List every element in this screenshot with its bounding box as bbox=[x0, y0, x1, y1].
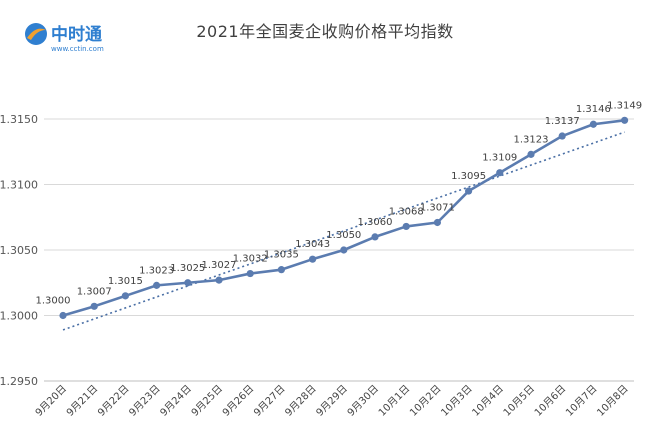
data-point bbox=[371, 233, 379, 241]
y-tick-label: 1.3100 bbox=[0, 179, 38, 192]
data-label: 1.3032 bbox=[233, 254, 268, 265]
data-point bbox=[340, 246, 348, 254]
x-tick-label: 9月28日 bbox=[283, 383, 319, 419]
x-tick-label: 9月21日 bbox=[64, 383, 100, 419]
x-tick-label: 10月3日 bbox=[439, 383, 475, 419]
data-point bbox=[121, 292, 129, 300]
brand-url: www.cctin.com bbox=[51, 45, 104, 53]
x-tick-label: 9月24日 bbox=[158, 383, 194, 419]
data-point bbox=[309, 255, 317, 263]
series-line bbox=[62, 119, 625, 317]
trendline bbox=[62, 131, 625, 331]
data-label: 1.3095 bbox=[451, 171, 486, 182]
data-point bbox=[184, 279, 192, 287]
data-point bbox=[465, 187, 473, 195]
data-label: 1.3146 bbox=[576, 104, 611, 115]
data-point bbox=[621, 116, 629, 124]
data-point bbox=[558, 132, 566, 140]
data-point bbox=[589, 120, 598, 128]
brand-logo: 中时通 www.cctin.com bbox=[25, 23, 104, 53]
x-tick-label: 9月27日 bbox=[251, 383, 287, 419]
x-tick-label: 10月1日 bbox=[376, 383, 412, 419]
data-point bbox=[402, 222, 410, 231]
chart-title: 2021年全国麦企收购价格平均指数 bbox=[196, 22, 454, 41]
data-label: 1.3050 bbox=[326, 230, 361, 241]
data-point bbox=[215, 276, 223, 284]
x-tick-label: 9月20日 bbox=[33, 383, 69, 419]
data-point bbox=[59, 311, 67, 320]
data-point bbox=[433, 218, 441, 227]
data-label: 1.3035 bbox=[264, 250, 299, 261]
data-point bbox=[277, 266, 285, 274]
x-tick-label: 10月8日 bbox=[595, 383, 631, 419]
data-label: 1.3123 bbox=[514, 134, 549, 145]
data-point bbox=[153, 281, 161, 289]
data-point bbox=[527, 150, 535, 158]
data-label: 1.3060 bbox=[358, 217, 393, 228]
x-tick-label: 10月4日 bbox=[470, 383, 506, 419]
data-point bbox=[496, 169, 504, 177]
x-tick-label: 10月6日 bbox=[532, 383, 568, 419]
y-tick-label: 1.3150 bbox=[0, 113, 38, 126]
data-label: 1.3109 bbox=[482, 153, 517, 164]
data-label: 1.3015 bbox=[108, 276, 143, 287]
brand-name: 中时通 bbox=[51, 24, 102, 45]
x-tick-label: 9月26日 bbox=[220, 383, 256, 419]
data-label: 1.3025 bbox=[170, 263, 205, 274]
data-label: 1.3149 bbox=[607, 100, 642, 111]
data-label: 1.3000 bbox=[36, 296, 71, 307]
data-label: 1.3137 bbox=[545, 116, 580, 127]
data-point bbox=[90, 302, 98, 310]
y-tick-label: 1.2950 bbox=[0, 375, 38, 388]
y-tick-label: 1.3050 bbox=[0, 244, 38, 257]
x-tick-label: 9月23日 bbox=[127, 383, 163, 419]
x-tick-label: 10月2日 bbox=[407, 383, 443, 419]
data-point bbox=[246, 269, 254, 278]
y-tick-label: 1.3000 bbox=[0, 310, 38, 323]
x-tick-label: 10月5日 bbox=[501, 383, 537, 419]
x-tick-label: 9月25日 bbox=[189, 383, 225, 419]
data-label: 1.3027 bbox=[202, 260, 237, 271]
x-tick-label: 9月29日 bbox=[314, 383, 350, 419]
data-label: 1.3068 bbox=[389, 206, 424, 217]
data-label: 1.3007 bbox=[77, 286, 112, 297]
x-tick-label: 9月30日 bbox=[345, 383, 381, 419]
data-label: 1.3043 bbox=[295, 239, 330, 250]
x-tick-label: 10月7日 bbox=[563, 383, 599, 419]
data-label: 1.3023 bbox=[139, 265, 174, 276]
logo-swoosh-icon bbox=[27, 28, 46, 40]
data-label: 1.3071 bbox=[420, 202, 455, 213]
x-tick-label: 9月22日 bbox=[95, 383, 131, 419]
